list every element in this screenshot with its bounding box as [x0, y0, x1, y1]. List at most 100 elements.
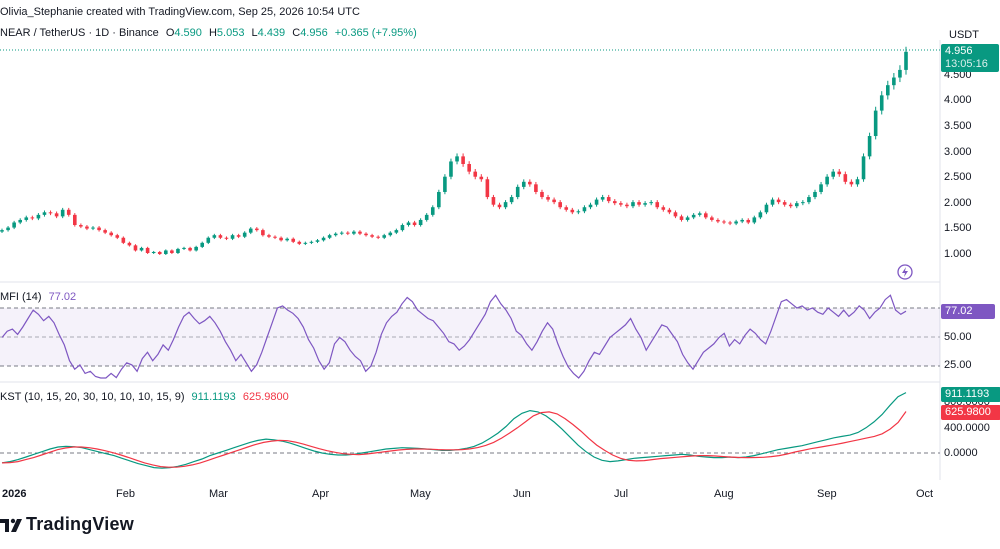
candle-body: [849, 181, 854, 185]
candle-body: [394, 230, 399, 233]
time-axis-label: Oct: [916, 488, 934, 500]
tradingview-logo-icon: [0, 518, 22, 532]
candle-body: [649, 202, 653, 204]
candle-body: [697, 213, 702, 215]
candle-body: [776, 199, 781, 203]
candle-body: [631, 202, 635, 207]
candle-body: [655, 202, 660, 208]
candle-body: [333, 233, 338, 236]
mfi-line: [1, 294, 907, 379]
candle-body: [710, 217, 714, 220]
time-axis-label: Jul: [614, 488, 629, 500]
candle-body: [879, 95, 884, 111]
kst-legend[interactable]: KST (10, 15, 20, 30, 10, 10, 10, 15, 9) …: [0, 391, 289, 403]
candle-body: [503, 202, 508, 208]
candle-body: [625, 204, 629, 207]
candle-body: [188, 247, 192, 251]
candle-body: [273, 236, 277, 238]
candle-body: [825, 176, 829, 185]
candle-body: [479, 176, 484, 180]
candle-body: [606, 197, 611, 202]
candle-body: [885, 85, 890, 96]
candle-body: [424, 214, 429, 220]
candle-body: [315, 240, 320, 242]
candle-body: [619, 203, 623, 205]
candle-body: [637, 202, 641, 205]
candle-body: [388, 232, 393, 236]
kst-tick: 0.0000: [944, 447, 978, 459]
mfi-legend[interactable]: MFI (14) 77.02: [0, 291, 76, 303]
candle-body: [18, 219, 23, 223]
candle-body: [443, 176, 447, 192]
candle-body: [91, 227, 95, 229]
price-tick: 3.500: [944, 120, 972, 132]
candle-body: [570, 209, 575, 213]
candle-body: [582, 207, 587, 212]
candle-body: [321, 237, 326, 241]
candle-body: [758, 212, 763, 218]
price-tick: 1.500: [944, 222, 972, 234]
candle-body: [346, 232, 350, 234]
candle-body: [473, 171, 478, 177]
candle-body: [279, 237, 283, 241]
kst-signal-badge: 625.9800: [941, 405, 1000, 420]
time-axis-label: Jun: [513, 488, 531, 500]
symbol-name[interactable]: NEAR / TetherUS · 1D · Binance: [0, 27, 159, 39]
candle-body: [540, 191, 544, 198]
kst-tick: 400.0000: [944, 422, 990, 434]
mfi-value: 77.02: [48, 291, 77, 303]
candle-body: [485, 179, 490, 198]
candle-body: [97, 227, 101, 231]
candle-body: [176, 248, 180, 253]
time-axis-label: Sep: [817, 488, 837, 500]
mfi-tick: 25.00: [944, 359, 972, 371]
candle-body: [109, 232, 114, 236]
candle-body: [788, 204, 793, 207]
candle-body: [157, 251, 162, 255]
price-tick: 4.500: [944, 69, 972, 81]
candle-body: [139, 247, 144, 251]
candle-body: [661, 207, 666, 210]
mfi-label: MFI (14): [0, 291, 42, 303]
candle-body: [206, 237, 211, 243]
candle-body: [867, 136, 872, 157]
candle-body: [339, 232, 344, 234]
candle-body: [309, 241, 314, 243]
candle-body: [782, 202, 787, 205]
candle-body: [79, 225, 83, 227]
created-by-text: Olivia_Stephanie created with TradingVie…: [0, 6, 360, 18]
candle-body: [24, 217, 29, 220]
close-label: C: [292, 27, 301, 39]
candle-body: [898, 69, 902, 78]
candle-body: [85, 226, 89, 229]
candle-body: [722, 221, 726, 223]
candle-body: [364, 233, 368, 236]
lightning-icon[interactable]: [897, 264, 913, 280]
candle-body: [673, 212, 678, 217]
candle-body: [236, 235, 241, 237]
low-value: 4.439: [257, 27, 286, 39]
candle-body: [376, 236, 380, 238]
candle-body: [48, 212, 53, 214]
candle-body: [534, 184, 538, 192]
tradingview-logo[interactable]: TradingView: [0, 514, 134, 535]
candle-body: [358, 231, 362, 234]
candle-body: [509, 197, 514, 203]
candle-body: [703, 213, 708, 218]
mfi-value-badge: 77.02: [941, 304, 995, 319]
change-value: +0.365 (+7.95%): [334, 27, 417, 39]
brand-name: TradingView: [26, 514, 134, 534]
candle-body: [576, 211, 581, 213]
candle-body: [807, 197, 811, 203]
candle-body: [327, 235, 332, 238]
candle-body: [66, 209, 71, 215]
candle-body: [831, 171, 835, 177]
candle-body: [218, 235, 223, 238]
candle-body: [467, 164, 471, 172]
candle-body: [60, 209, 65, 217]
candle-body: [600, 197, 605, 200]
candle-body: [133, 245, 138, 251]
candles-group: [0, 46, 908, 256]
